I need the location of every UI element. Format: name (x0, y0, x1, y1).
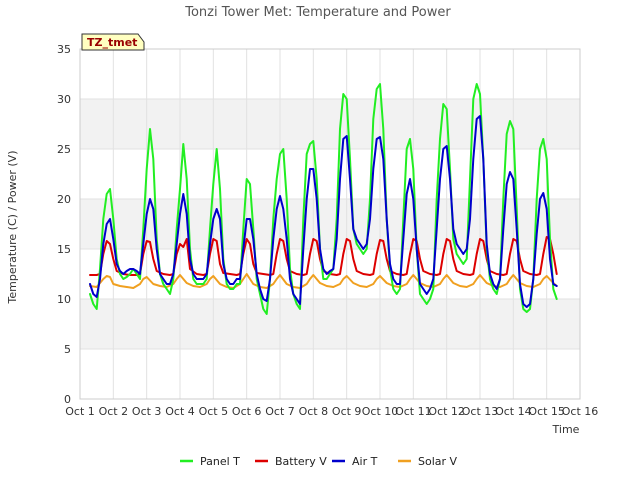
y-tick-label: 10 (57, 293, 71, 306)
background-band (80, 99, 580, 149)
background-band (80, 49, 580, 99)
x-tick-label: Oct 10 (362, 405, 399, 418)
legend-label: Panel T (200, 455, 240, 468)
legend-label: Solar V (418, 455, 458, 468)
y-tick-label: 30 (57, 93, 71, 106)
x-tick-label: Oct 13 (462, 405, 499, 418)
x-tick-label: Oct 7 (265, 405, 295, 418)
badge-background (81, 33, 145, 51)
y-axis-label: Temperature (C) / Power (V) (6, 150, 19, 304)
tz-tmet-badge: TZ_tmet (81, 33, 145, 51)
background-band (80, 199, 580, 249)
x-axis-ticks: Oct 1 Oct 2 Oct 3 Oct 4 Oct 5 Oct 6 Oct 7 Oct 8… (65, 405, 598, 418)
y-tick-label: 25 (57, 143, 71, 156)
x-tick-label: Oct 3 (132, 405, 162, 418)
x-tick-label: Oct 9 (332, 405, 362, 418)
x-tick-label: Oct 5 (199, 405, 229, 418)
series-line-solar-v (89, 273, 558, 289)
x-axis-label: Time (552, 423, 580, 436)
legend-label: Battery V (275, 455, 327, 468)
x-tick-label: Oct 1 (65, 405, 95, 418)
y-tick-label: 20 (57, 193, 71, 206)
x-tick-label: Oct 14 (495, 405, 532, 418)
chart-title: Tonzi Tower Met: Temperature and Power (184, 5, 451, 20)
x-tick-label: Oct 11 (395, 405, 432, 418)
plot-frame (79, 48, 581, 400)
legend-label: Air T (352, 455, 378, 468)
series-line-air-t (89, 115, 558, 308)
x-tick-label: Oct 8 (299, 405, 329, 418)
x-tick-label: Oct 4 (165, 405, 195, 418)
x-tick-label: Oct 16 (562, 405, 599, 418)
x-tick-label: Oct 2 (99, 405, 129, 418)
x-tick-label: Oct 15 (528, 405, 565, 418)
background-band (80, 149, 580, 199)
x-tick-label: Oct 6 (232, 405, 262, 418)
background-band (80, 349, 580, 399)
series-line-panel-t (89, 83, 558, 315)
background-band (80, 299, 580, 349)
y-tick-label: 35 (57, 43, 71, 56)
x-tick-label: Oct 12 (428, 405, 465, 418)
badge-label: TZ_tmet (87, 36, 137, 49)
background-bands (80, 49, 580, 399)
y-axis-ticks: 0 5 10 15 20 25 30 35 (57, 43, 71, 406)
legend: Panel T Battery V Air T Solar V (180, 455, 458, 468)
y-tick-label: 5 (64, 343, 71, 356)
y-tick-label: 0 (64, 393, 71, 406)
series-lines (89, 83, 558, 315)
y-tick-label: 15 (57, 243, 71, 256)
